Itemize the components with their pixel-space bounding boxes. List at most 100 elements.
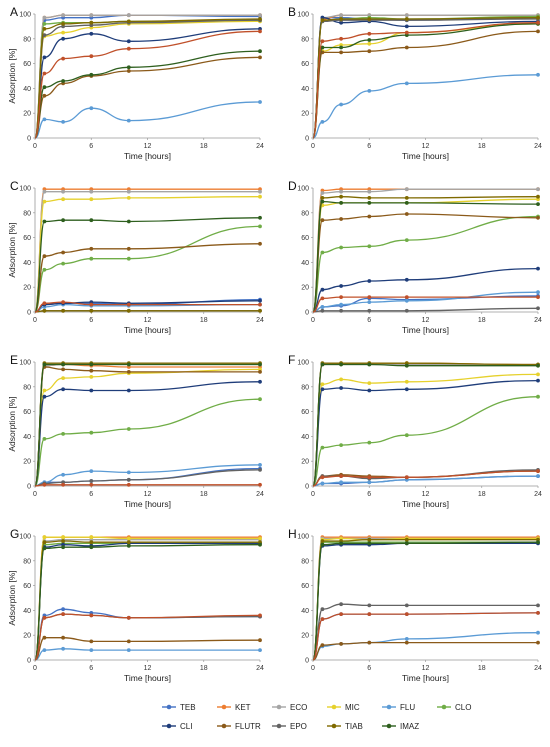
data-point-g-mic bbox=[126, 536, 131, 541]
data-point-c-flutr bbox=[61, 250, 65, 255]
data-point-e-flu bbox=[126, 470, 131, 475]
y-tick-label-d: 80 bbox=[301, 210, 309, 217]
legend-label-eco: ECO bbox=[290, 703, 307, 712]
data-point-b-flu bbox=[536, 72, 540, 77]
data-point-f-unnamed bbox=[536, 469, 540, 473]
data-point-a-imaz bbox=[258, 49, 262, 54]
series-line-e-tiab bbox=[34, 362, 260, 487]
data-point-f-imaz bbox=[367, 362, 372, 367]
series-line-c-mic bbox=[34, 196, 261, 313]
panel-label-c: C bbox=[10, 179, 19, 193]
data-point-c-imaz bbox=[42, 219, 47, 224]
series-line-e-cli bbox=[34, 381, 261, 487]
y-tick-label-g: 0 bbox=[27, 658, 31, 665]
y-tick-label-f: 100 bbox=[297, 360, 309, 367]
x-tick-label-d: 6 bbox=[367, 317, 371, 324]
data-point-c-mic bbox=[89, 197, 94, 202]
data-point-a-clo bbox=[42, 22, 47, 26]
data-point-a-flu bbox=[42, 117, 47, 122]
data-point-b-cli bbox=[404, 24, 409, 29]
data-point-c-mic bbox=[61, 197, 65, 202]
data-point-c-eco bbox=[89, 189, 94, 194]
data-point-h-flutr bbox=[404, 640, 409, 645]
data-point-a-unnamed bbox=[258, 29, 262, 34]
panel-label-g: G bbox=[10, 527, 19, 541]
data-point-e-imaz bbox=[126, 362, 131, 367]
data-point-c-flutr bbox=[89, 246, 94, 251]
series-line-d-mic bbox=[312, 198, 539, 313]
data-point-c-tiab bbox=[89, 308, 94, 313]
legend-label-tiab: TIAB bbox=[345, 722, 363, 731]
series-line-f-eco bbox=[312, 363, 538, 487]
data-point-b-flu bbox=[339, 102, 343, 107]
data-point-d-cli bbox=[339, 284, 343, 288]
series-line-h-flu bbox=[312, 632, 539, 661]
y-tick-label-c: 20 bbox=[23, 285, 31, 292]
series-line-e-imaz bbox=[34, 363, 260, 487]
legend-marker-teb bbox=[166, 704, 172, 710]
y-tick-label-h: 80 bbox=[301, 558, 309, 565]
data-point-g-mic bbox=[89, 535, 94, 540]
legend-marker-flutr bbox=[221, 723, 227, 729]
legend-marker-flu bbox=[386, 704, 392, 710]
data-point-e-imaz bbox=[42, 362, 47, 367]
data-point-b-flutr bbox=[367, 49, 372, 54]
data-point-c-clo bbox=[42, 267, 47, 272]
data-point-d-tiab bbox=[320, 196, 325, 200]
data-point-b-tiab bbox=[404, 17, 409, 21]
data-point-b-imaz bbox=[320, 45, 325, 50]
data-point-d-unnamed bbox=[320, 296, 325, 301]
panel-c: 0 20 40 60 80 100 0 6 12 18 24 Time [hours] Adsorpti… bbox=[7, 179, 264, 335]
data-point-g-unnamed bbox=[42, 615, 47, 620]
legend-label-cli: CLI bbox=[180, 722, 192, 731]
data-point-b-eco bbox=[339, 13, 343, 18]
x-tick-label-b: 0 bbox=[311, 143, 315, 150]
data-point-a-eco bbox=[258, 13, 262, 18]
data-point-e-cli bbox=[258, 379, 262, 384]
series-line-h-imaz bbox=[312, 541, 539, 661]
series-line-h-eco bbox=[312, 537, 538, 661]
y-tick-label-e: 20 bbox=[23, 459, 31, 466]
series-line-g-imaz bbox=[34, 544, 261, 661]
data-point-c-flutr bbox=[42, 254, 47, 259]
x-tick-label-f: 0 bbox=[311, 491, 315, 498]
x-axis-label-d: Time [hours] bbox=[402, 325, 449, 335]
data-point-c-eco bbox=[258, 189, 262, 194]
y-tick-label-h: 0 bbox=[305, 658, 309, 665]
data-point-d-flutr bbox=[320, 218, 325, 223]
y-tick-label-e: 80 bbox=[23, 384, 31, 391]
x-tick-label-e: 18 bbox=[200, 491, 208, 498]
data-point-g-unnamed bbox=[126, 615, 131, 620]
data-point-b-flutr bbox=[404, 45, 409, 50]
x-tick-label-d: 18 bbox=[478, 317, 486, 324]
data-point-h-epo bbox=[320, 607, 325, 612]
data-point-g-tiab bbox=[61, 539, 65, 543]
data-point-e-imaz bbox=[89, 362, 94, 367]
y-tick-label-c: 40 bbox=[23, 260, 31, 267]
x-tick-label-g: 18 bbox=[200, 665, 208, 672]
x-tick-label-g: 6 bbox=[89, 665, 93, 672]
y-tick-label-a: 100 bbox=[19, 12, 31, 19]
y-tick-label-h: 100 bbox=[297, 534, 309, 541]
data-point-f-cli bbox=[536, 378, 540, 383]
data-point-g-tiab bbox=[126, 540, 131, 545]
data-point-e-clo bbox=[258, 397, 262, 402]
data-point-f-clo bbox=[320, 445, 325, 450]
data-point-d-epo bbox=[404, 308, 409, 313]
data-point-a-unnamed bbox=[42, 71, 47, 76]
data-point-d-clo bbox=[339, 245, 343, 250]
legend-marker-tiab bbox=[331, 723, 337, 729]
series-line-f-imaz bbox=[312, 363, 538, 487]
data-point-d-epo bbox=[339, 308, 343, 313]
data-point-f-mic bbox=[536, 372, 540, 377]
data-point-e-mic bbox=[89, 375, 94, 379]
data-point-b-imaz bbox=[367, 38, 372, 42]
data-point-f-unnamed bbox=[339, 474, 343, 478]
data-point-c-tiab bbox=[42, 308, 47, 313]
data-point-c-flutr bbox=[126, 246, 131, 251]
data-point-d-flu bbox=[339, 302, 343, 307]
data-point-e-cli bbox=[89, 388, 94, 393]
y-tick-label-a: 0 bbox=[27, 136, 31, 143]
data-point-a-unnamed bbox=[61, 56, 65, 61]
series-line-c-imaz bbox=[34, 217, 261, 313]
